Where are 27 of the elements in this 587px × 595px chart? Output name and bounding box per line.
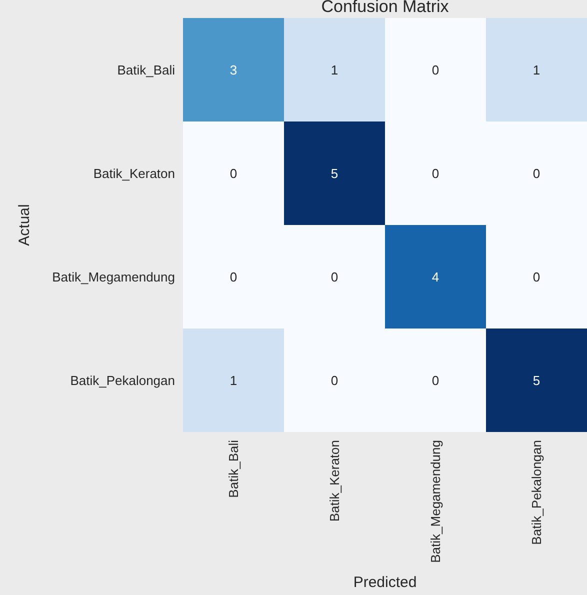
data-label: 0 [432,372,440,388]
x-tick-label: Batik_Bali [226,440,242,498]
y-tick-label: Batik_Megamendung [52,269,175,284]
y-tick-label: Batik_Pekalongan [70,372,175,388]
data-label: 0 [432,166,440,181]
data-label: 0 [532,166,540,181]
data-label: 5 [532,372,540,388]
x-axis-title: Predicted [353,574,417,591]
data-label: 0 [230,269,238,284]
x-tick-label: Batik_Pekalongan [529,440,544,545]
data-label: 0 [532,269,540,284]
data-label: 0 [230,166,238,181]
x-tick-label: Batik_Megamendung [428,440,444,563]
data-label: 1 [330,62,338,78]
data-label: 4 [432,269,440,284]
data-label: 5 [330,166,338,181]
y-tick-label: Batik_Keraton [93,166,175,181]
y-axis-title: Actual [16,204,33,246]
chart-title: Confusion Matrix [321,0,450,16]
data-label: 0 [432,62,440,78]
data-label: 0 [330,372,338,388]
data-label: 0 [330,269,338,284]
data-label: 1 [230,372,238,388]
x-tick-label: Batik_Keraton [327,440,342,522]
y-tick-label: Batik_Bali [117,62,176,78]
data-label: 3 [230,62,238,78]
data-label: 1 [532,62,540,78]
